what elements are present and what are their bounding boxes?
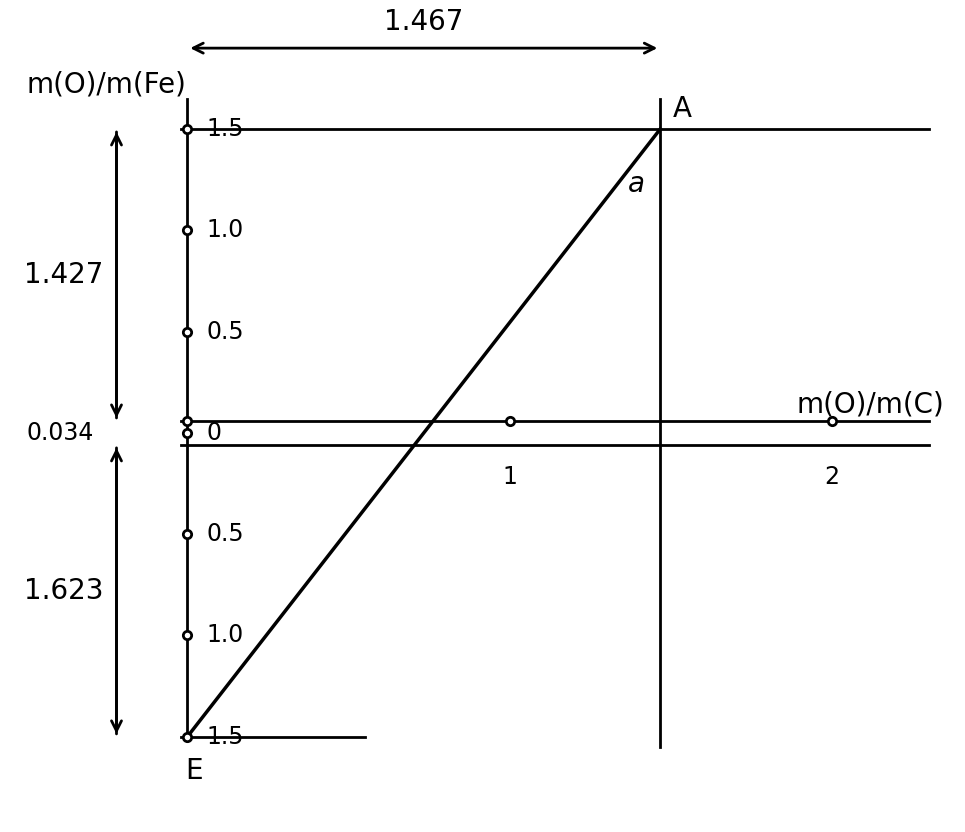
Text: 1.0: 1.0: [207, 218, 244, 242]
Text: 1.0: 1.0: [207, 623, 244, 647]
Text: 1.5: 1.5: [207, 725, 244, 749]
Text: 1.467: 1.467: [384, 8, 463, 36]
Text: 1.427: 1.427: [24, 261, 103, 289]
Text: 0: 0: [207, 421, 222, 445]
Text: 0.5: 0.5: [207, 522, 244, 546]
Text: 1: 1: [502, 465, 517, 489]
Text: 0.034: 0.034: [26, 421, 94, 445]
Text: 1.623: 1.623: [24, 577, 103, 605]
Text: a: a: [628, 170, 645, 198]
Text: 2: 2: [824, 465, 840, 489]
Text: m(O)/m(Fe): m(O)/m(Fe): [26, 71, 186, 98]
Text: 0.5: 0.5: [207, 319, 244, 344]
Text: m(O)/m(C): m(O)/m(C): [797, 390, 945, 418]
Text: 1.5: 1.5: [207, 117, 244, 141]
Text: A: A: [673, 95, 692, 123]
Text: E: E: [185, 757, 203, 785]
